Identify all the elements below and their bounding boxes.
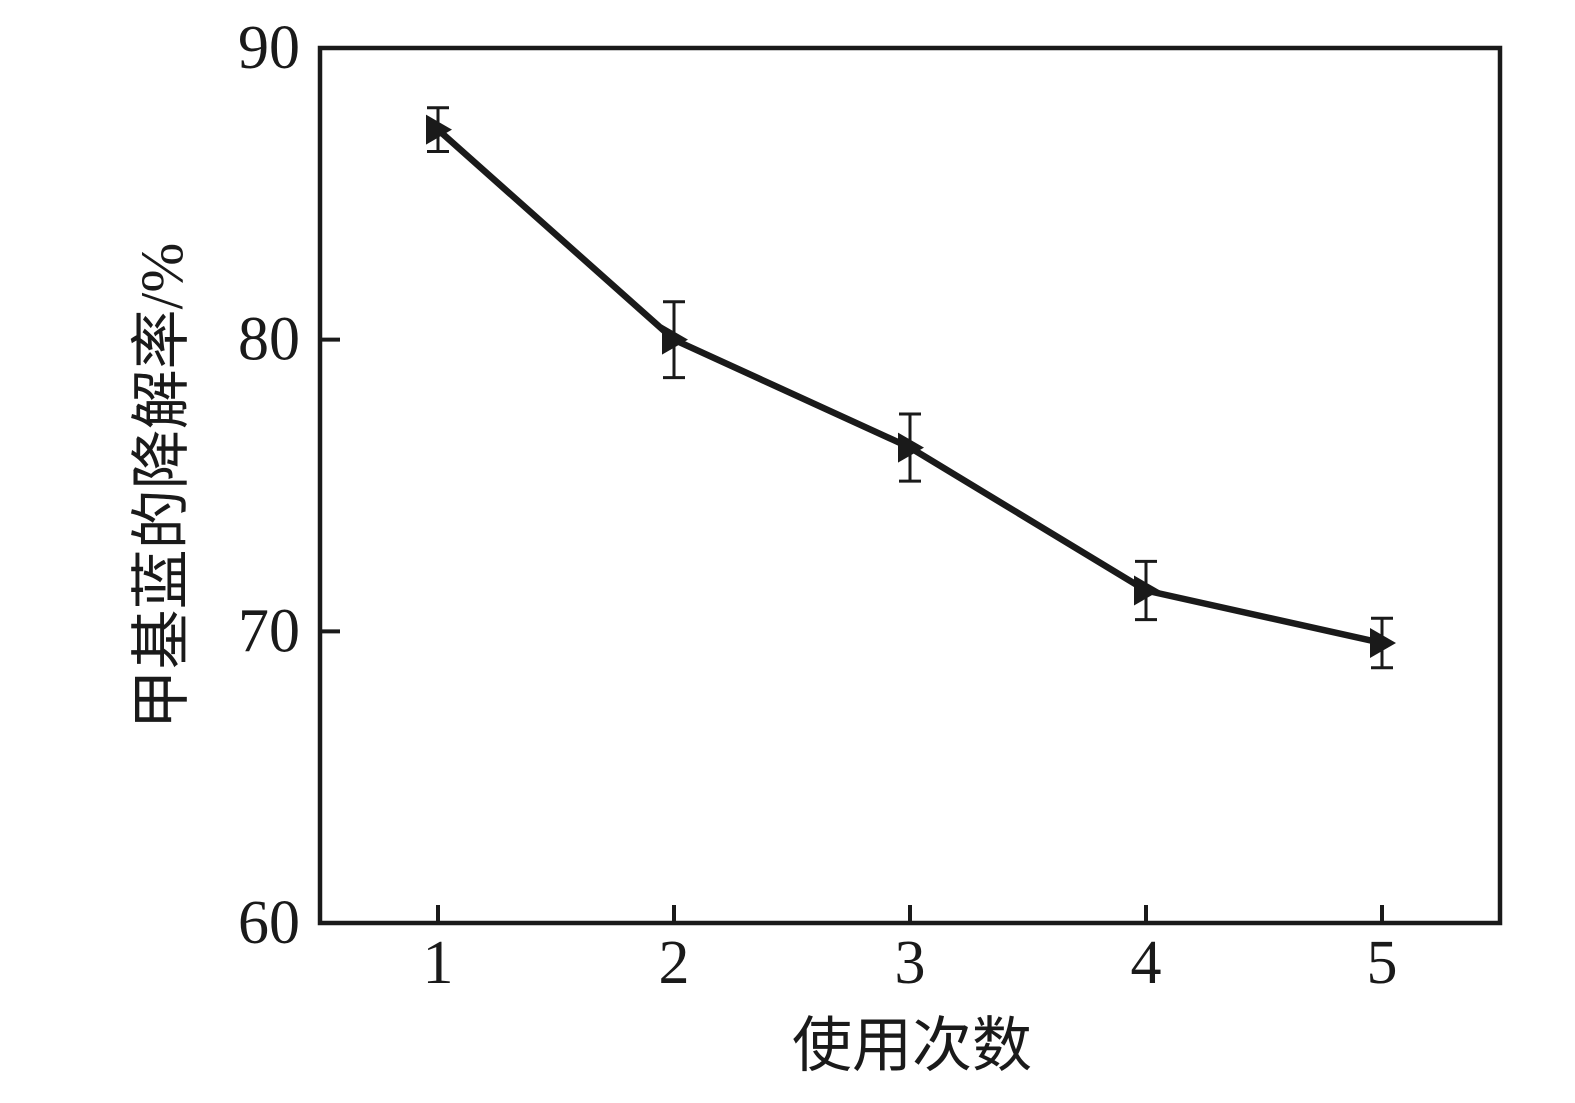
- y-axis-title: 甲基蓝的降解率/%: [129, 243, 195, 730]
- data-point-marker: [662, 324, 688, 355]
- y-tick-label: 80: [238, 306, 300, 374]
- y-tick-label: 60: [238, 889, 300, 957]
- data-point-marker: [1370, 628, 1396, 658]
- chart-canvas: 60 70 80 90 1 2 3 4 5 使用次数 甲基蓝的降解率/%: [129, 16, 1503, 1079]
- y-tick-label: 70: [238, 597, 300, 665]
- x-tick-label: 1: [423, 929, 454, 997]
- data-point-marker: [426, 114, 452, 145]
- data-line: [434, 126, 1386, 647]
- x-axis-title: 使用次数: [792, 1013, 1032, 1079]
- y-tick-label: 90: [238, 16, 300, 82]
- data-point-marker: [1134, 575, 1160, 606]
- x-tick-label: 2: [659, 929, 690, 997]
- x-tick-label: 4: [1131, 929, 1162, 997]
- plot-frame: [317, 45, 1503, 926]
- x-tick-label: 3: [895, 929, 926, 997]
- x-tick-label: 5: [1367, 929, 1398, 997]
- plot-area: 60 70 80 90 1 2 3 4 5: [238, 16, 1503, 997]
- methylene-blue-degradation-chart: 60 70 80 90 1 2 3 4 5 使用次数 甲基蓝的降解率/%: [40, 16, 1575, 1087]
- data-point-marker: [898, 432, 924, 463]
